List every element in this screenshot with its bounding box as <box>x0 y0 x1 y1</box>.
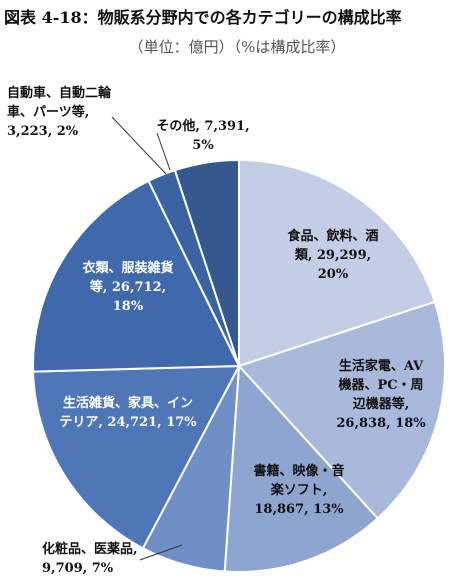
slice-label: その他, 7,391, 5% <box>156 118 249 153</box>
pie-slice <box>238 158 437 368</box>
pie-slice <box>173 158 240 367</box>
slice-label: 衣類、服装雑貨等, 26,712, 18% <box>82 260 173 314</box>
slice-label: 自動車、自動二輪車、パーツ等, 3,223, 2% <box>7 85 112 139</box>
leader-line <box>139 544 183 561</box>
slice-label: 化粧品、医薬品, 9,709, 7% <box>42 541 138 576</box>
pie-slice <box>32 179 241 373</box>
leader-line <box>156 132 171 171</box>
pie-slice <box>32 364 241 550</box>
leader-line <box>111 116 167 175</box>
slice-label: 生活雑貨、家具、インテリア, 24,721, 17% <box>59 395 197 430</box>
slice-label: 書籍、映像・音楽ソフト, 18,867, 13% <box>253 463 344 517</box>
chart-subtitle: （単位：億円）（%は構成比率） <box>128 38 346 56</box>
pie-slice <box>237 300 446 520</box>
slice-label: 生活家電、AV 機器、PC・周辺機器等, 26,838, 18% <box>336 358 426 431</box>
slice-label: 食品、飲料、酒類, 29,299, 20% <box>287 228 378 282</box>
pie-slice <box>223 363 380 573</box>
chart-title: 図表 4-18：物販系分野内での各カテゴリーの構成比率 <box>4 8 402 27</box>
